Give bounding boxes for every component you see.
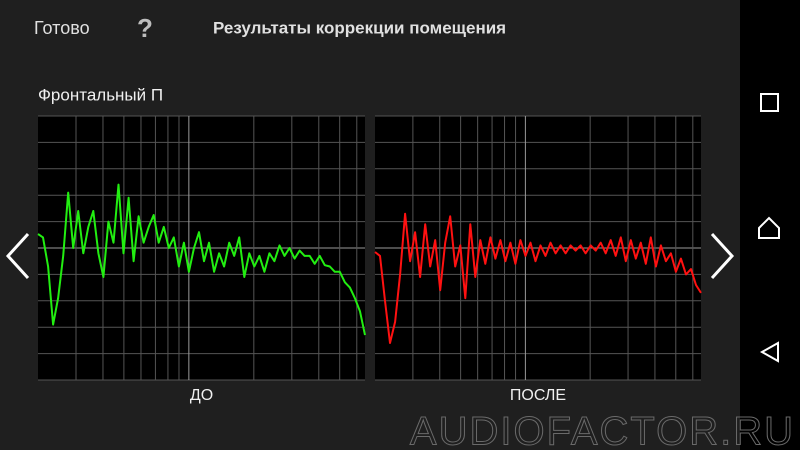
prev-arrow[interactable] [5,232,30,280]
back-button[interactable] [759,341,779,363]
watermark: AUDIOFACTOR.RU [410,410,795,450]
chart-label: ПОСЛЕ [510,387,566,404]
done-button[interactable]: Готово [34,18,90,38]
response-curve [374,212,702,344]
recents-button[interactable] [760,93,779,112]
response-curve [37,183,366,336]
screen-title: Результаты коррекции помещения [213,18,506,37]
next-arrow[interactable] [710,232,735,280]
section-label: Фронтальный П [38,85,163,104]
help-button[interactable]: ? [137,13,153,43]
nav-bar [740,0,800,450]
home-button[interactable] [758,216,780,239]
chart-label: ДО [190,387,213,404]
